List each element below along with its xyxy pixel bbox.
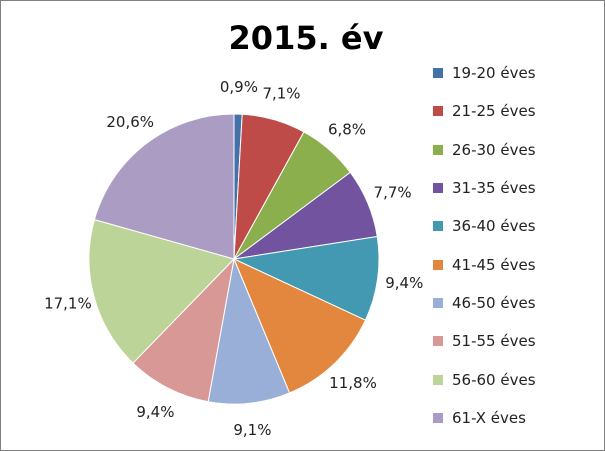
pie-slice-9 (88, 218, 235, 364)
legend-swatch (433, 259, 443, 270)
legend-label: 31-35 éves (452, 179, 536, 198)
legend-item-3: 26-30 éves (433, 131, 536, 169)
legend-label: 41-45 éves (452, 255, 536, 274)
data-label-10: 20,6% (106, 113, 154, 131)
pie-slice-6 (233, 258, 367, 394)
pie-slice-10 (93, 113, 235, 260)
legend-swatch (433, 374, 443, 385)
legend: 19-20 éves 21-25 éves 26-30 éves 31-35 éves… (433, 54, 536, 437)
data-label-6: 11,8% (329, 374, 377, 392)
legend-swatch (433, 183, 443, 194)
legend-item-10: 61-X éves (433, 399, 536, 437)
legend-swatch (433, 221, 443, 232)
legend-item-4: 31-35 éves (433, 169, 536, 207)
legend-label: 51-55 éves (452, 332, 536, 351)
legend-item-1: 19-20 éves (433, 54, 536, 92)
data-label-1: 0,9% (220, 78, 258, 96)
legend-swatch (433, 336, 443, 347)
legend-swatch (433, 297, 443, 308)
pie-slice-5 (232, 235, 380, 321)
legend-item-7: 46-50 éves (433, 284, 536, 322)
data-label-7: 9,1% (233, 421, 271, 439)
legend-label: 21-25 éves (452, 102, 536, 121)
chart-title: 2015. év (228, 19, 384, 57)
legend-label: 56-60 éves (452, 370, 536, 389)
legend-swatch (433, 144, 443, 155)
pie-slice-7 (207, 257, 291, 405)
legend-item-2: 21-25 éves (433, 92, 536, 130)
legend-label: 46-50 éves (452, 293, 536, 312)
legend-label: 19-20 éves (452, 64, 536, 83)
data-label-2: 7,1% (262, 85, 300, 103)
data-label-9: 17,1% (44, 295, 92, 313)
legend-label: 26-30 éves (452, 140, 536, 159)
legend-swatch (433, 412, 443, 423)
legend-item-5: 36-40 éves (433, 207, 536, 245)
pie-slice-8 (132, 257, 235, 403)
legend-label: 61-X éves (452, 408, 526, 427)
legend-swatch (433, 106, 443, 117)
data-label-4: 7,7% (374, 183, 412, 201)
data-label-8: 9,4% (136, 403, 174, 421)
legend-swatch (433, 68, 443, 79)
legend-item-8: 51-55 éves (433, 322, 536, 360)
data-label-3: 6,8% (328, 120, 366, 138)
legend-item-6: 41-45 éves (433, 245, 536, 283)
legend-item-9: 56-60 éves (433, 360, 536, 398)
data-label-5: 9,4% (385, 274, 423, 292)
legend-label: 36-40 éves (452, 217, 536, 236)
